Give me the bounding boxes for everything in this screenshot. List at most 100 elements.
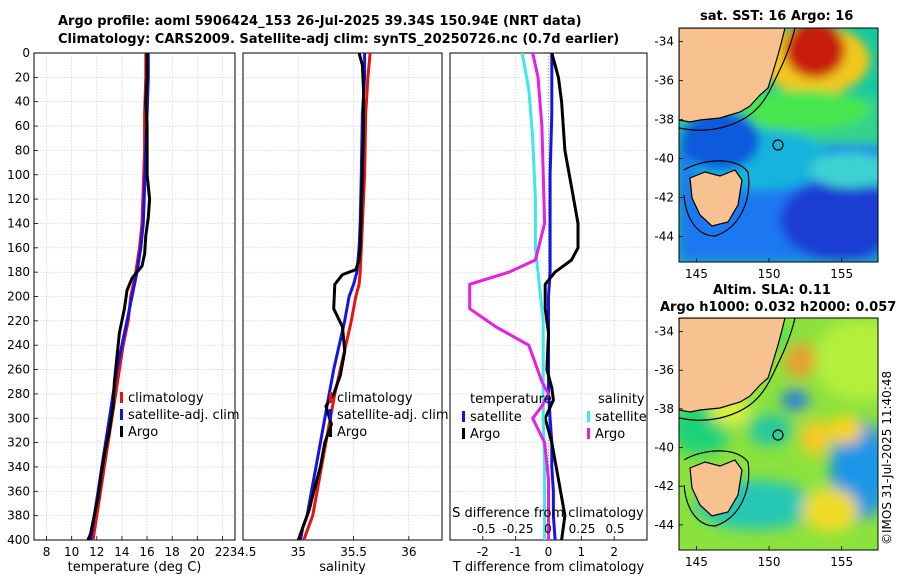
diff-panel: -2 -1 0 1 2T difference from climatology <box>449 52 648 575</box>
ytick-label: 340 <box>7 460 30 474</box>
temp-panel: 8 10 12 14 16 18 20 220204060801001201401601802… <box>7 46 236 575</box>
sal-xtick-label: 34.5 <box>230 545 257 559</box>
sal-xlabel: salinity <box>319 560 366 575</box>
diff-legend-swatch <box>587 428 590 439</box>
ytick-label: 180 <box>7 265 30 279</box>
sla-map-ytick-label: -36 <box>654 363 674 377</box>
sla-map-title: Altim. SLA: 0.11 <box>713 283 831 298</box>
sal-xtick-label: 35 <box>291 545 306 559</box>
ytick-label: 300 <box>7 411 30 425</box>
temp-xlabel: temperature (deg C) <box>68 560 202 575</box>
diff-xtick-label: -1 <box>510 545 522 559</box>
diff-xlabel: T difference from climatology <box>452 560 645 575</box>
sal-legend-label: Argo <box>337 425 367 440</box>
ytick-label: 200 <box>7 290 30 304</box>
diff-s-tick-label: 0.25 <box>569 522 596 536</box>
sla-map-ytick-label: -44 <box>654 518 674 532</box>
diff-legend-swatch <box>587 411 590 422</box>
figure-title-line2: Climatology: CARS2009. Satellite-adj cli… <box>58 32 620 47</box>
ytick-label: 40 <box>15 95 30 109</box>
diff-series-temperature-argo <box>543 52 580 541</box>
diff-legend-swatch <box>462 411 465 422</box>
temp-legend-label: Argo <box>128 425 158 440</box>
sal-axes-frame <box>242 52 443 541</box>
ytick-label: 400 <box>7 533 30 547</box>
diff-xtick-label: -2 <box>477 545 489 559</box>
ytick-label: 140 <box>7 216 30 230</box>
diff-xtick-label: 2 <box>610 545 618 559</box>
sst-map-ytick-label: -38 <box>654 113 674 127</box>
temp-xtick-label: 14 <box>114 545 129 559</box>
figure-title-line1: Argo profile: aoml 5906424_153 26-Jul-20… <box>58 14 582 29</box>
sal-series-climatology <box>302 52 372 541</box>
ytick-label: 60 <box>15 119 30 133</box>
sla-argo-marker <box>772 429 784 441</box>
sal-series-argo <box>296 52 365 541</box>
sla-map-xtick-label: 155 <box>830 555 853 569</box>
ytick-label: 80 <box>15 143 30 157</box>
sla-map-ytick-label: -34 <box>654 325 674 339</box>
diff-legend-swatch <box>462 428 465 439</box>
temp-xtick-label: 18 <box>165 545 180 559</box>
diff-series-salinity-argo <box>468 52 550 540</box>
sal-legend-swatch <box>329 426 332 437</box>
sla-map-xtick-label: 150 <box>758 555 781 569</box>
ytick-label: 360 <box>7 484 30 498</box>
sla-map-subtitle: Argo h1000: 0.032 h2000: 0.057 <box>660 300 897 315</box>
sst-argo-marker <box>772 139 784 151</box>
diff-series-salinity-satellite <box>520 52 547 540</box>
temp-xtick-label: 22 <box>215 545 230 559</box>
sst-map-title: sat. SST: 16 Argo: 16 <box>700 9 854 24</box>
ytick-label: 160 <box>7 241 30 255</box>
sst-map-ytick-label: -34 <box>654 35 674 49</box>
ytick-label: 120 <box>7 192 30 206</box>
ytick-label: 280 <box>7 387 30 401</box>
diff-xtick-label: 1 <box>578 545 586 559</box>
diff-s-tick-label: 0 <box>544 522 552 536</box>
ytick-label: 240 <box>7 338 30 352</box>
temp-legend-swatch <box>120 426 123 437</box>
diff-s-tick-label: -0.25 <box>502 522 533 536</box>
sst-map-ytick-label: -44 <box>654 230 674 244</box>
temp-xtick-label: 8 <box>43 545 51 559</box>
sal-legend-swatch <box>329 392 332 403</box>
diff-s-tick-label: -0.5 <box>472 522 495 536</box>
ytick-label: 100 <box>7 168 30 182</box>
temp-legend-label: satellite-adj. clim <box>128 408 240 423</box>
diff-s-tick-label: 0.5 <box>605 522 624 536</box>
sla-map <box>679 318 878 550</box>
sal-xtick-label: 35.5 <box>340 545 367 559</box>
sst-map <box>679 28 878 262</box>
sal-xtick-label: 36 <box>401 545 416 559</box>
diff-legend-label: Argo <box>470 427 500 442</box>
ytick-label: 380 <box>7 509 30 523</box>
sla-map-xtick-label: 145 <box>685 555 708 569</box>
ytick-label: 20 <box>15 70 30 84</box>
diff-legend-label: Argo <box>595 427 625 442</box>
diff-xtick-label: 0 <box>545 545 553 559</box>
diff-legend-label: satellite <box>595 410 647 425</box>
ytick-label: 260 <box>7 363 30 377</box>
ytick-label: 320 <box>7 436 30 450</box>
sla-map-ytick-label: -38 <box>654 402 674 416</box>
temp-xtick-label: 10 <box>64 545 79 559</box>
sst-map-xtick-label: 145 <box>685 267 708 281</box>
sla-map-frame <box>678 317 879 551</box>
diff-legend-title-temperature: temperature <box>470 392 552 407</box>
sst-map-ytick-label: -42 <box>654 191 674 205</box>
sal-panel: 34.5 35 35.5 36 salinity <box>230 52 443 575</box>
ytick-label: 220 <box>7 314 30 328</box>
diff-legend-title-salinity: salinity <box>598 392 645 407</box>
diff-legend-label: satellite <box>470 410 522 425</box>
temp-legend-swatch <box>120 409 123 420</box>
temp-xtick-label: 16 <box>139 545 154 559</box>
sst-map-ytick-label: -40 <box>654 152 674 166</box>
sst-map-ytick-label: -36 <box>654 74 674 88</box>
diff-series-temperature-satellite <box>547 53 557 541</box>
temp-series-argo <box>86 53 152 541</box>
sal-legend-label: climatology <box>337 391 413 406</box>
sst-map-xtick-label: 150 <box>758 267 781 281</box>
temp-xtick-label: 12 <box>89 545 104 559</box>
temp-legend-swatch <box>120 392 123 403</box>
